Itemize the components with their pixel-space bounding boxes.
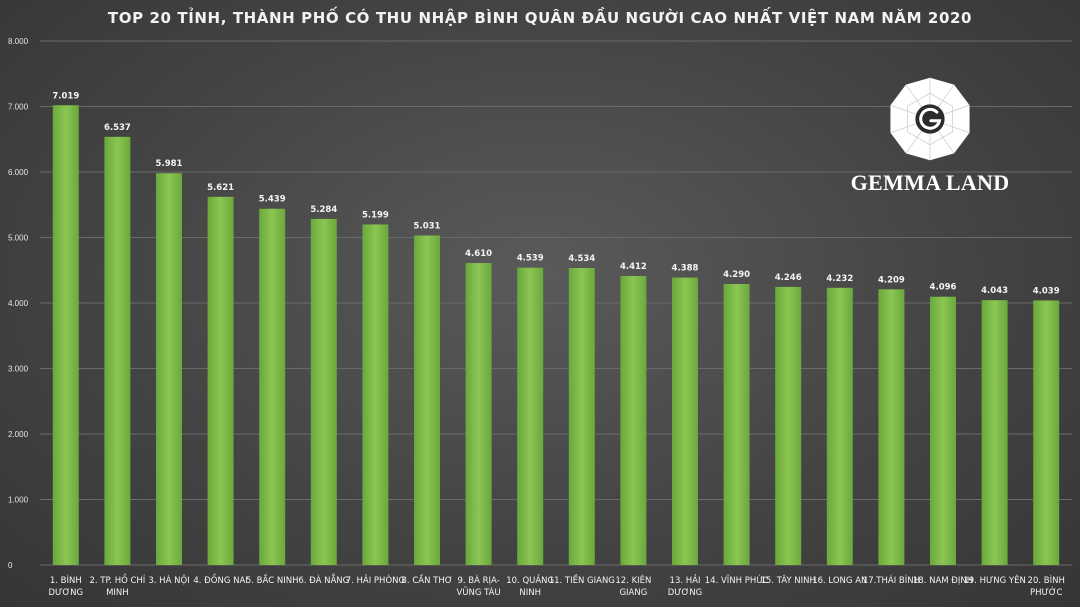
brand-logo: GEMMA LAND [842,76,1018,198]
bar-value-label: 4.096 [930,283,957,293]
x-tick-label: 9. BÀ RỊA-VŨNG TÀU [456,574,500,598]
x-tick-label: 19. HƯNG YÊN [963,574,1025,586]
bar [981,300,1008,565]
y-tick-label: 2.000 [8,430,29,439]
bar-value-label: 4.209 [878,275,905,285]
bar-value-label: 4.246 [775,273,802,283]
bar-value-label: 5.199 [362,210,389,220]
bar [826,287,853,565]
bar-value-label: 4.534 [568,254,595,264]
bar-value-label: 5.981 [156,159,183,169]
bar-value-label: 4.412 [620,262,647,272]
bar [930,296,956,565]
bar [52,105,79,566]
x-tick-label: 6. ĐÀ NẴNG [298,573,349,586]
bar [672,277,698,565]
bar [1033,300,1060,565]
y-tick-label: 5.000 [8,234,29,243]
bar [775,286,802,565]
x-tick-label: 11. TIỀN GIANG [549,573,615,586]
bar-value-label: 4.043 [981,286,1008,296]
bar-value-label: 4.388 [672,264,699,274]
x-tick-label: 7. HẢI PHÒNG [346,574,405,586]
x-tick-label: 4. ĐỒNG NAI [193,573,247,586]
bar-value-label: 4.039 [1033,286,1060,296]
x-tick-label: 10. QUẢNG NINH [506,574,554,598]
bar [156,173,182,565]
bar-value-label: 4.290 [723,270,750,280]
bar-value-label: 5.284 [310,205,337,215]
y-axis: 0 1.000 2.000 3.000 4.000 5.000 6.000 7.000 8.00… [8,37,29,570]
y-tick-label: 0 [8,561,13,570]
bar [568,268,595,565]
bar-value-label: 5.621 [207,183,234,193]
gemma-land-logo-icon [890,77,970,161]
bar [620,276,647,565]
y-tick-label: 8.000 [8,37,29,46]
x-tick-label: 14. VĨNH PHÚC [705,574,769,586]
y-tick-label: 4.000 [8,299,29,308]
chart-title: TOP 20 TỈNH, THÀNH PHỐ CÓ THU NHẬP BÌNH … [107,9,973,27]
brand-name: GEMMA LAND [850,170,1010,195]
bar-value-label: 6.537 [104,123,131,133]
bar [878,289,905,565]
x-tick-label: 3. HÀ NỘI [148,574,189,586]
bar-value-labels: 7.019 6.537 5.981 5.621 5.439 5.284 5.199 5.031… [52,91,1059,296]
bar-value-label: 5.031 [414,221,441,231]
x-tick-label: 8. CẦN THƠ [402,573,453,586]
bar-value-label: 7.019 [52,91,79,101]
x-tick-label: 1. BÌNH DƯƠNG [49,574,84,598]
bar [517,267,544,565]
x-tick-label: 5. BẮC NINH [246,573,299,586]
x-tick-label: 17.THÁI BÌNH [863,574,920,586]
bar-value-label: 4.539 [517,254,544,264]
bar [723,284,750,565]
x-tick-label: 18. NAM ĐỊNH [913,576,973,586]
bar [259,208,286,566]
y-tick-label: 7.000 [8,103,29,112]
x-tick-label: 12. KIÊN GIANG [615,574,651,598]
bars [52,105,1060,566]
y-tick-label: 3.000 [8,365,29,374]
bar-value-label: 4.610 [465,249,492,259]
x-tick-label: 20. BÌNH PHƯỚC [1028,574,1065,598]
bar-value-label: 5.439 [259,195,286,205]
y-tick-label: 6.000 [8,168,29,177]
bar-value-label: 4.232 [826,274,853,284]
bar [465,263,492,565]
x-tick-label: 13. HẢI DƯƠNG [668,574,703,598]
bar [310,218,337,565]
bar [104,136,131,565]
x-tick-label: 16. LONG AN [812,576,867,586]
bar [362,224,389,565]
y-tick-label: 1.000 [8,496,29,505]
x-tick-label: 15. TÂY NINH [760,574,815,586]
bar [414,235,440,566]
x-tick-label: 2. TP. HỒ CHÍ MINH [89,573,145,598]
bar [207,196,234,565]
